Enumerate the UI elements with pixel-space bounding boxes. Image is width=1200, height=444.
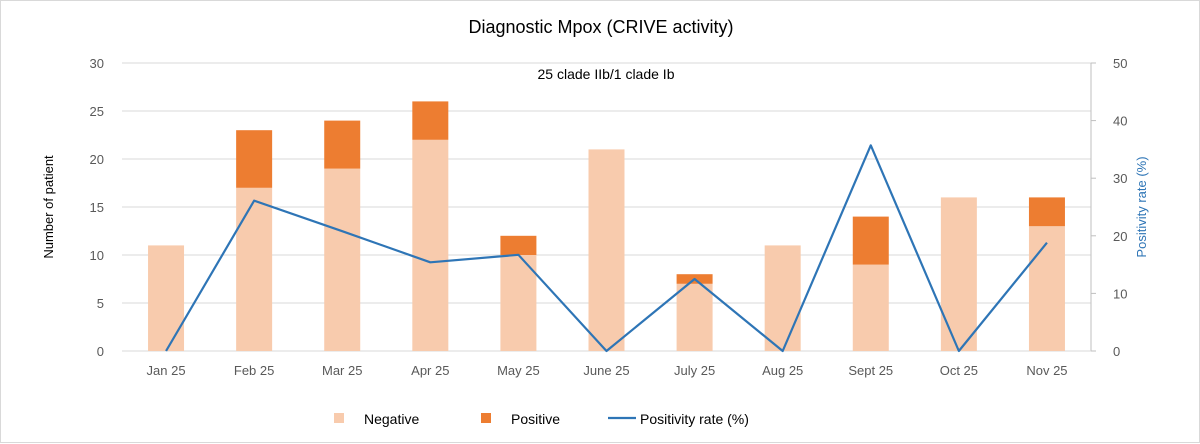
x-tick-label: June 25: [583, 363, 629, 378]
bar-negative: [589, 149, 625, 351]
bar-positive: [1029, 197, 1065, 226]
bar-negative: [236, 188, 272, 351]
y2-tick-label: 10: [1113, 286, 1127, 301]
bar-positive: [236, 130, 272, 188]
x-tick-label: May 25: [497, 363, 540, 378]
bar-positive: [324, 121, 360, 169]
y-axis-label: Number of patient: [41, 155, 56, 259]
x-tick-label: Mar 25: [322, 363, 362, 378]
legend-label: Positive: [511, 411, 560, 427]
y2-tick-label: 40: [1113, 114, 1127, 129]
y2-tick-label: 0: [1113, 344, 1120, 359]
x-tick-label: Feb 25: [234, 363, 274, 378]
y-tick-label: 10: [90, 248, 104, 263]
legend-swatch: [481, 413, 491, 423]
x-tick-label: Oct 25: [940, 363, 978, 378]
bar-negative: [941, 197, 977, 351]
legend-label: Negative: [364, 411, 419, 427]
x-tick-label: July 25: [674, 363, 715, 378]
y2-tick-label: 30: [1113, 171, 1127, 186]
y2-tick-label: 20: [1113, 229, 1127, 244]
x-tick-label: Jan 25: [147, 363, 186, 378]
bar-positive: [412, 101, 448, 139]
y-tick-label: 0: [97, 344, 104, 359]
y2-tick-label: 50: [1113, 56, 1127, 71]
legend-label: Positivity rate (%): [640, 411, 749, 427]
bar-positive: [500, 236, 536, 255]
bar-negative: [148, 245, 184, 351]
bar-negative: [1029, 226, 1065, 351]
chart-annotation: 25 clade IIb/1 clade Ib: [538, 66, 675, 82]
x-tick-label: Apr 25: [411, 363, 449, 378]
y-tick-label: 5: [97, 296, 104, 311]
y-tick-label: 25: [90, 104, 104, 119]
y-tick-label: 20: [90, 152, 104, 167]
x-tick-label: Nov 25: [1026, 363, 1067, 378]
bar-negative: [412, 140, 448, 351]
bar-positive: [853, 217, 889, 265]
bar-negative: [765, 245, 801, 351]
legend-swatch: [334, 413, 344, 423]
y-tick-label: 15: [90, 200, 104, 215]
x-tick-label: Sept 25: [848, 363, 893, 378]
bar-negative: [853, 265, 889, 351]
bar-negative: [677, 284, 713, 351]
y-tick-label: 30: [90, 56, 104, 71]
chart-title: Diagnostic Mpox (CRIVE activity): [468, 17, 733, 37]
y2-axis-label: Positivity rate (%): [1134, 156, 1149, 257]
bar-negative: [324, 169, 360, 351]
x-tick-label: Aug 25: [762, 363, 803, 378]
